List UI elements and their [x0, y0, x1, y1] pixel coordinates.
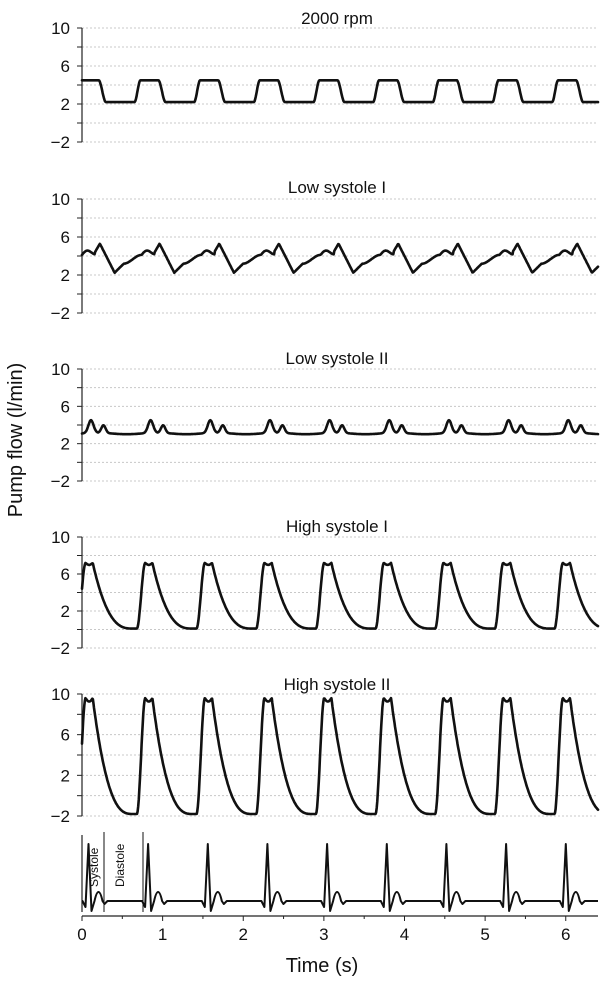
panel-1: 10 6 2 −2	[51, 19, 600, 152]
pump-flow-trace	[80, 242, 600, 275]
pump-flow-trace	[80, 418, 600, 436]
y-tick-label: −2	[51, 133, 70, 152]
y-tick-label: −2	[51, 472, 70, 491]
pump-flow-trace	[80, 696, 600, 816]
y-tick-label: 6	[61, 726, 70, 745]
y-tick-label: 2	[61, 435, 70, 454]
x-axis-title: Time (s)	[286, 955, 359, 977]
y-tick-label: 6	[61, 397, 70, 416]
y-tick-label: −2	[51, 807, 70, 826]
ecg-trace	[81, 843, 598, 912]
x-tick-label: 6	[561, 925, 570, 944]
x-tick-label: 2	[239, 925, 248, 944]
x-axis: 0 1 2 3 4 5 6	[77, 915, 598, 944]
panel-title-4: High systole I	[286, 517, 388, 536]
panel-title-3: Low systole II	[286, 349, 389, 368]
panel-title-2: Low systole I	[288, 178, 386, 197]
y-tick-label: 10	[51, 360, 70, 379]
y-tick-label: 10	[51, 190, 70, 209]
diastole-label: Diastole	[113, 843, 127, 887]
y-tick-label: 6	[61, 565, 70, 584]
x-tick-label: 5	[480, 925, 489, 944]
y-tick-label: 10	[51, 19, 70, 38]
x-tick-label: 3	[319, 925, 328, 944]
y-tick-label: 6	[61, 57, 70, 76]
x-tick-label: 0	[77, 925, 86, 944]
y-tick-label: −2	[51, 639, 70, 658]
y-tick-label: 2	[61, 766, 70, 785]
y-axis-title: Pump flow (l/min)	[5, 363, 27, 517]
panel-4: 10 6 2 −2	[51, 528, 600, 658]
y-tick-label: 10	[51, 528, 70, 547]
pump-flow-trace	[80, 79, 600, 104]
y-tick-label: 10	[51, 685, 70, 704]
panel-title-1: 2000 rpm	[301, 9, 373, 28]
y-tick-label: 2	[61, 95, 70, 114]
panel-3: 10 6 2 −2	[51, 360, 600, 491]
pump-flow-trace	[80, 561, 600, 630]
flow-panels: 10 6 2 −2 10 6 2 −2 10 6 2 −2 10 6 2 −2 10 6 2 −2	[51, 19, 600, 826]
ecg-panel	[81, 832, 598, 912]
y-tick-label: −2	[51, 304, 70, 323]
y-tick-label: 2	[61, 602, 70, 621]
panel-2: 10 6 2 −2	[51, 190, 600, 323]
y-tick-label: 6	[61, 228, 70, 247]
panel-5: 10 6 2 −2	[51, 685, 600, 826]
systole-label: Systole	[87, 847, 101, 887]
x-tick-label: 1	[158, 925, 167, 944]
panel-title-5: High systole II	[284, 675, 391, 694]
y-tick-label: 2	[61, 266, 70, 285]
x-tick-label: 4	[400, 925, 409, 944]
